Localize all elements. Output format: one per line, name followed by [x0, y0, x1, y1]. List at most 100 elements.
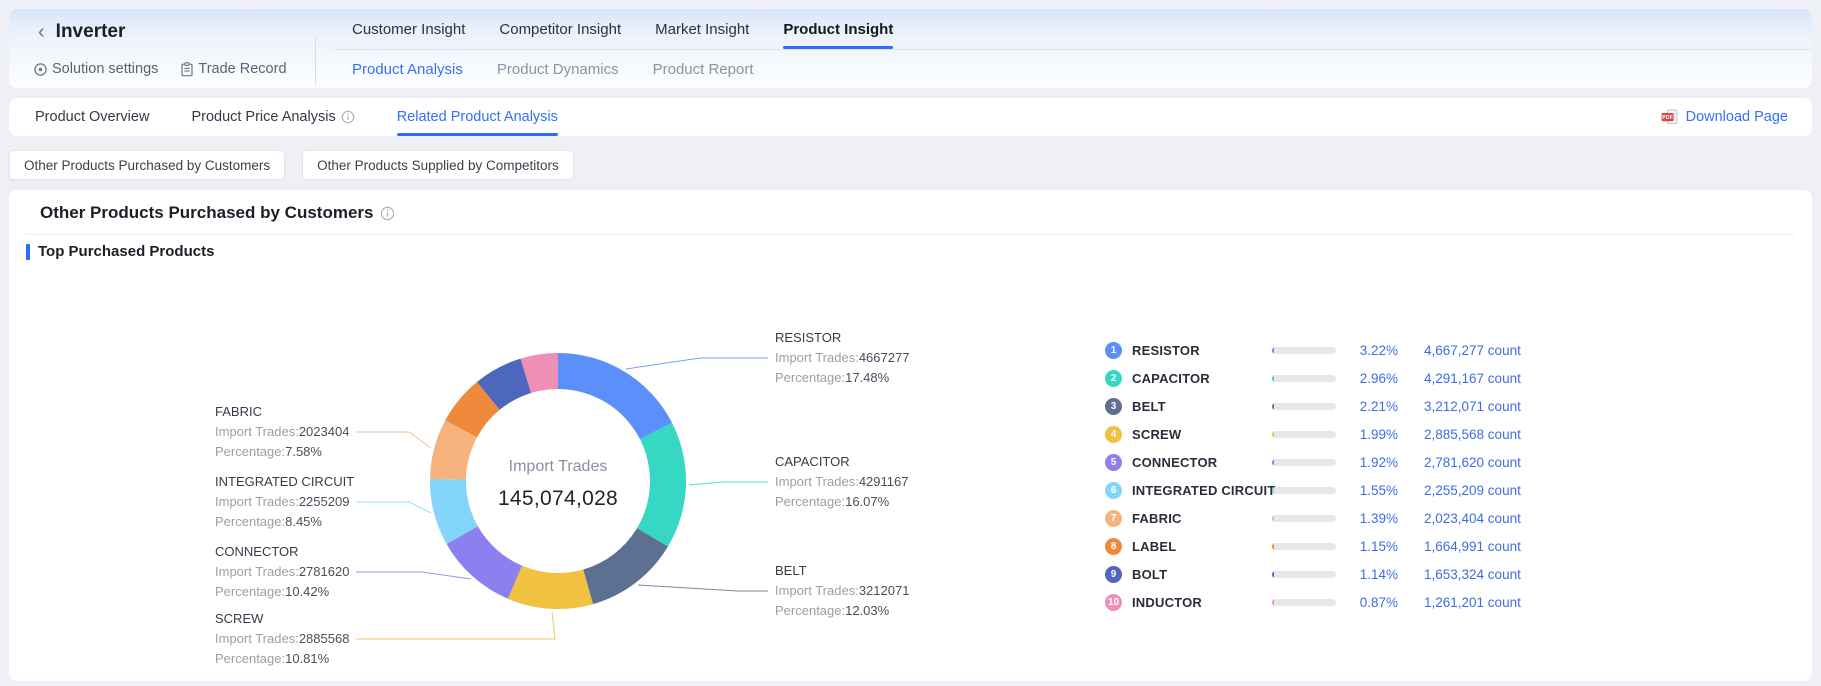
tab-product-report[interactable]: Product Report — [652, 60, 754, 78]
legend-count[interactable]: 2,023,404 count — [1424, 510, 1521, 526]
legend-count[interactable]: 3,212,071 count — [1424, 398, 1521, 414]
info-icon — [341, 110, 355, 124]
legend-percent: 2.96% — [1359, 370, 1398, 386]
filter-supplied-by-competitors-button[interactable]: Other Products Supplied by Competitors — [302, 150, 574, 180]
legend-percent: 1.92% — [1359, 454, 1398, 470]
legend-percent: 1.39% — [1359, 510, 1398, 526]
donut-slice-screw[interactable] — [507, 565, 594, 610]
legend-percent: 1.99% — [1359, 426, 1398, 442]
legend-count[interactable]: 4,667,277 count — [1424, 342, 1521, 358]
donut-slice-fabric[interactable] — [430, 420, 477, 480]
legend-count[interactable]: 1,653,324 count — [1424, 566, 1521, 582]
section-subtitle: Top Purchased Products — [38, 243, 215, 260]
solution-settings-label: Solution settings — [52, 61, 159, 77]
page-title: Inverter — [55, 21, 126, 42]
legend-progress-bar — [1272, 430, 1336, 438]
rank-badge: 10 — [1105, 593, 1122, 611]
center-metric-value: 145,074,028 — [497, 487, 619, 510]
legend-percent: 0.87% — [1359, 594, 1398, 610]
legend-progress-bar — [1272, 570, 1336, 578]
panel-divider — [26, 234, 1795, 235]
legend-progress-bar — [1272, 514, 1336, 522]
related-product-analysis-label: Related Product Analysis — [396, 109, 558, 125]
legend-progress-bar — [1272, 458, 1336, 466]
leader-line-screw — [356, 611, 556, 640]
tab-related-product-analysis[interactable]: Related Product Analysis — [396, 98, 559, 136]
header-divider — [315, 37, 316, 85]
product-price-analysis-label: Product Price Analysis — [191, 109, 336, 125]
callout-trades: Import Trades:2885568 — [215, 631, 350, 646]
legend-row-bolt[interactable]: 9 BOLT 1.14% 1,653,324 count — [1105, 560, 1521, 588]
callout-trades: Import Trades:4667277 — [775, 350, 910, 365]
legend-row-belt[interactable]: 3 BELT 2.21% 3,212,071 count — [1105, 392, 1521, 420]
callout-percentage: Percentage:8.45% — [215, 514, 322, 529]
filter-purchased-by-customers-button[interactable]: Other Products Purchased by Customers — [9, 150, 286, 180]
download-page-button[interactable]: PDF Download Page — [1661, 98, 1788, 136]
legend-product-name: LABEL — [1132, 538, 1177, 554]
rank-badge: 5 — [1105, 453, 1122, 471]
donut-slice-integrated-circuit[interactable] — [430, 478, 478, 544]
leader-line-connector — [356, 571, 472, 580]
legend-count[interactable]: 4,291,167 count — [1424, 370, 1521, 386]
callout-percentage: Percentage:10.81% — [215, 651, 330, 666]
rank-badge: 7 — [1105, 509, 1122, 527]
callout-percentage: Percentage:12.03% — [775, 603, 890, 618]
legend-progress-bar — [1272, 346, 1336, 354]
donut-slice-bolt[interactable] — [476, 358, 532, 410]
donut-slice-label[interactable] — [445, 381, 500, 438]
rank-badge: 8 — [1105, 537, 1122, 555]
donut-center-label: Import Trades 145,074,028 — [458, 456, 658, 511]
donut-slice-capacitor[interactable] — [637, 422, 687, 547]
donut-slice-inductor[interactable] — [520, 353, 558, 394]
legend-progress-bar — [1272, 598, 1336, 606]
tab-product-dynamics[interactable]: Product Dynamics — [496, 60, 619, 78]
leader-line-resistor — [625, 357, 768, 370]
tab-product-price-analysis[interactable]: Product Price Analysis — [191, 98, 354, 136]
tab-customer-insight[interactable]: Customer Insight — [352, 20, 466, 38]
donut-slice-connector[interactable] — [446, 526, 522, 599]
legend-row-connector[interactable]: 5 CONNECTOR 1.92% 2,781,620 count — [1105, 448, 1521, 476]
tab-product-analysis[interactable]: Product Analysis — [352, 60, 463, 78]
rank-badge: 9 — [1105, 565, 1122, 583]
svg-text:PDF: PDF — [1662, 115, 1673, 121]
legend-row-screw[interactable]: 4 SCREW 1.99% 2,885,568 count — [1105, 420, 1521, 448]
legend-progress-bar — [1272, 486, 1336, 494]
legend-row-resistor[interactable]: 1 RESISTOR 3.22% 4,667,277 count — [1105, 336, 1521, 364]
related-filter-buttons: Other Products Purchased by Customers Ot… — [9, 150, 574, 180]
legend-row-inductor[interactable]: 10 INDUCTOR 0.87% 1,261,201 count — [1105, 588, 1521, 616]
donut-chart — [356, 353, 768, 640]
solution-settings-link[interactable]: Solution settings — [33, 61, 158, 77]
leader-line-capacitor — [688, 481, 768, 486]
legend-product-name: FABRIC — [1132, 510, 1182, 526]
legend-count[interactable]: 2,255,209 count — [1424, 482, 1521, 498]
back-icon[interactable]: ‹ — [38, 21, 45, 43]
tab-market-insight[interactable]: Market Insight — [655, 20, 750, 38]
legend-product-name: INDUCTOR — [1132, 594, 1202, 610]
legend-product-name: BELT — [1132, 398, 1166, 414]
legend-count[interactable]: 2,781,620 count — [1424, 454, 1521, 470]
callout-percentage: Percentage:10.42% — [215, 584, 330, 599]
donut-slice-resistor[interactable] — [558, 353, 672, 440]
tab-product-overview[interactable]: Product Overview — [35, 98, 149, 136]
tab-competitor-insight[interactable]: Competitor Insight — [499, 20, 622, 38]
legend-row-fabric[interactable]: 7 FABRIC 1.39% 2,023,404 count — [1105, 504, 1521, 532]
info-icon[interactable] — [380, 206, 395, 221]
leader-line-fabric — [356, 431, 432, 449]
trade-record-link[interactable]: Trade Record — [180, 61, 287, 77]
legend-row-capacitor[interactable]: 2 CAPACITOR 2.96% 4,291,167 count — [1105, 364, 1521, 392]
legend-percent: 1.14% — [1359, 566, 1398, 582]
legend-count[interactable]: 1,664,991 count — [1424, 538, 1521, 554]
legend-progress-bar — [1272, 374, 1336, 382]
callout-belt: BELT Import Trades:3212071 Percentage:12.0… — [775, 561, 935, 621]
top-tab-bar: Customer Insight Competitor Insight Mark… — [334, 9, 1812, 50]
callout-trades: Import Trades:2023404 — [215, 424, 350, 439]
donut-slice-belt[interactable] — [583, 528, 668, 605]
legend-count[interactable]: 1,261,201 count — [1424, 594, 1521, 610]
legend-product-name: CAPACITOR — [1132, 370, 1210, 386]
pdf-icon: PDF — [1661, 109, 1680, 125]
legend-row-integrated-circuit[interactable]: 6 INTEGRATED CIRCUIT 1.55% 2,255,209 count — [1105, 476, 1521, 504]
tab-product-insight[interactable]: Product Insight — [783, 9, 894, 49]
section-accent-bar — [26, 243, 30, 260]
legend-count[interactable]: 2,885,568 count — [1424, 426, 1521, 442]
legend-row-label[interactable]: 8 LABEL 1.15% 1,664,991 count — [1105, 532, 1521, 560]
